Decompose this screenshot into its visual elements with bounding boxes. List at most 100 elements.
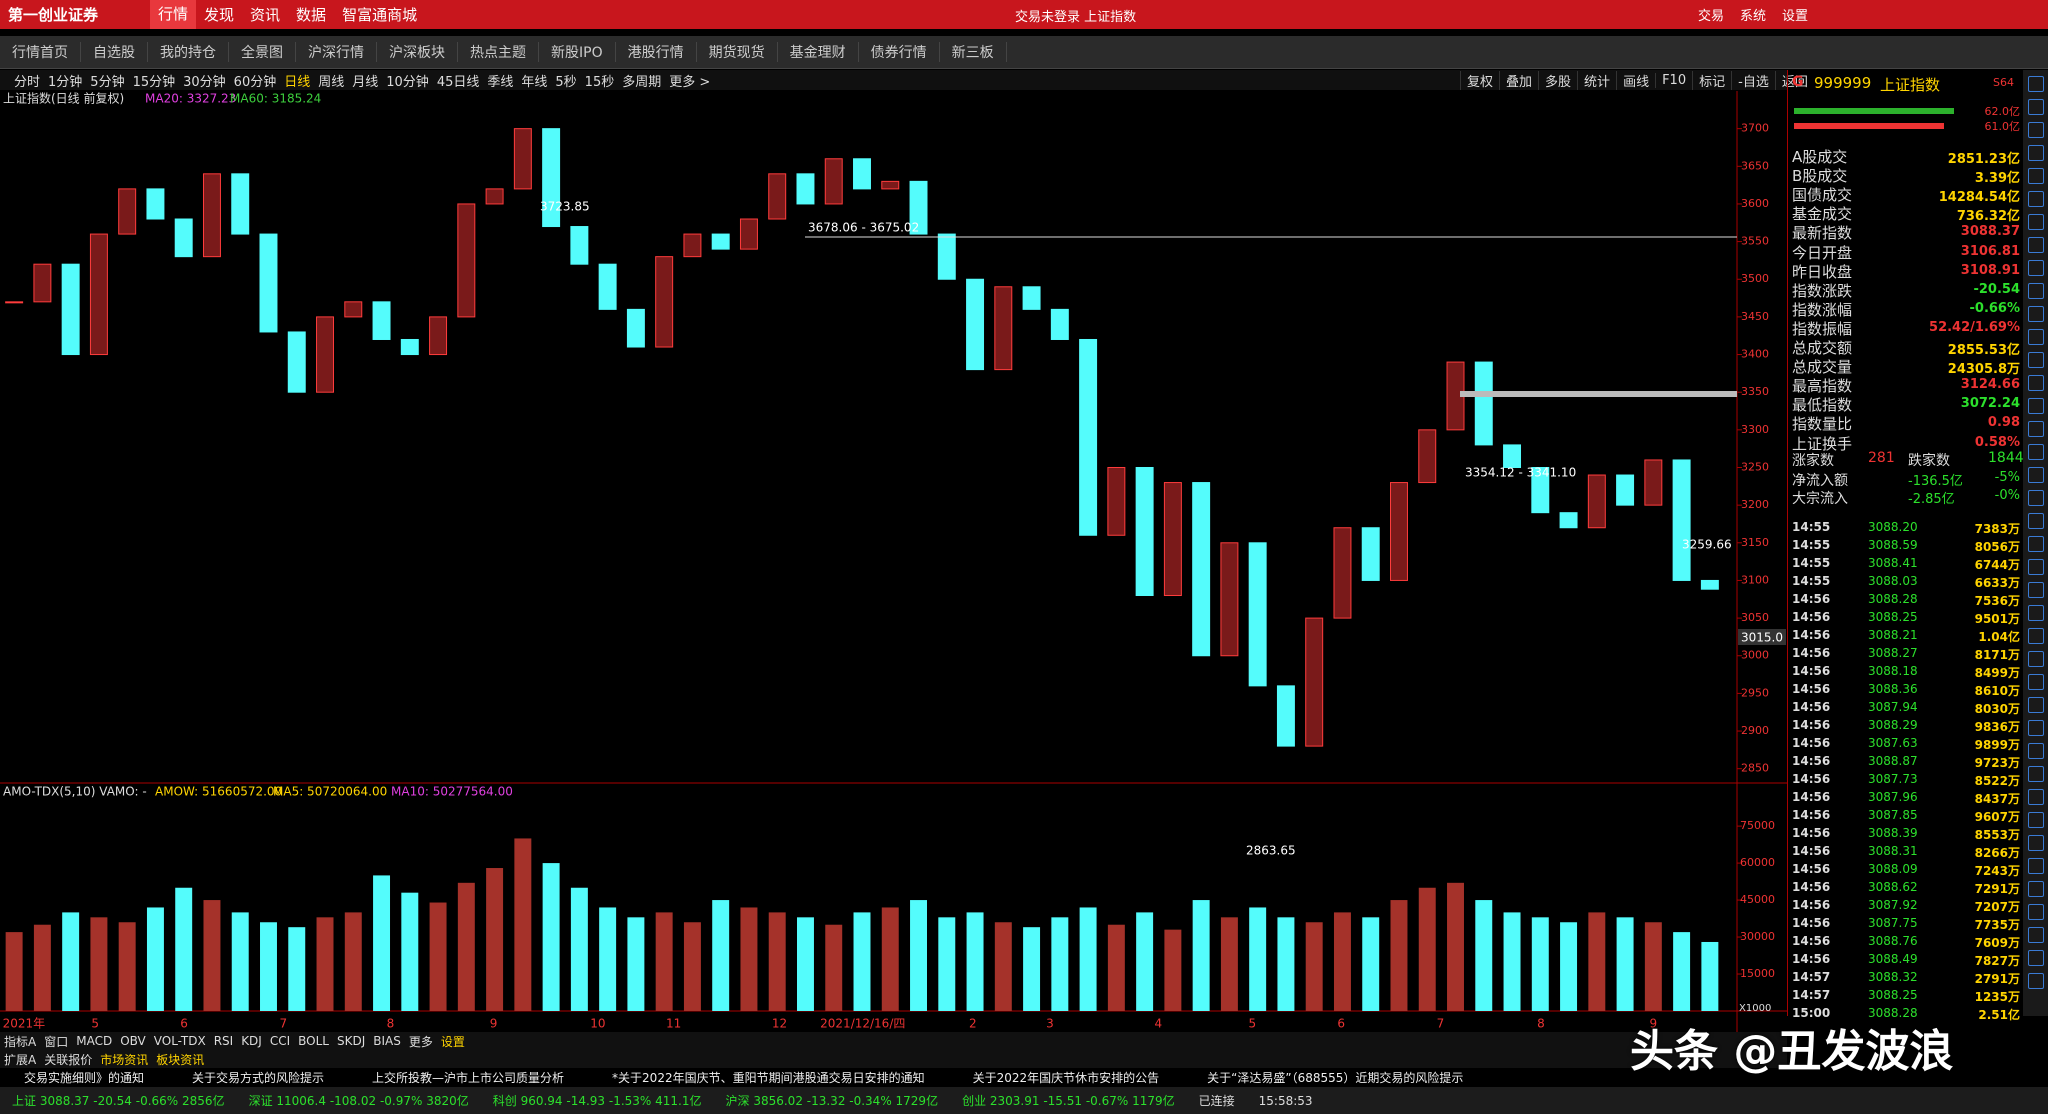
nav-tab[interactable]: 全景图 xyxy=(229,42,296,62)
nav-tab[interactable]: 债券行情 xyxy=(859,42,940,62)
info-tab[interactable]: 关联报价 xyxy=(44,1052,93,1067)
news-item[interactable]: 关于2022年国庆节休市安排的公告 xyxy=(972,1071,1160,1085)
side-icon[interactable] xyxy=(2028,122,2044,138)
period[interactable]: 15秒 xyxy=(584,74,615,90)
indicator-tab[interactable]: 窗口 xyxy=(44,1034,69,1049)
side-icon[interactable] xyxy=(2028,789,2044,805)
side-icon[interactable] xyxy=(2028,168,2044,184)
side-icon[interactable] xyxy=(2028,490,2044,506)
period[interactable]: 1分钟 xyxy=(48,74,83,90)
side-icon[interactable] xyxy=(2028,605,2044,621)
menu-item[interactable]: 数据 xyxy=(296,6,327,24)
tool[interactable]: -自选 xyxy=(1731,70,1775,90)
news-item[interactable]: 关于交易方式的风险提示 xyxy=(192,1071,325,1085)
nav-tab[interactable]: 沪深板块 xyxy=(377,42,458,62)
period[interactable]: 10分钟 xyxy=(386,74,429,90)
side-icon[interactable] xyxy=(2028,306,2044,322)
period[interactable]: 更多 > xyxy=(669,74,711,90)
tool[interactable]: 画线 xyxy=(1616,70,1655,90)
tool[interactable]: 标记 xyxy=(1692,70,1731,90)
period[interactable]: 日线 xyxy=(284,74,311,90)
status-item[interactable]: 15:58:53 xyxy=(1258,1093,1313,1108)
indicator-tab[interactable]: BOLL xyxy=(298,1034,329,1048)
side-icon[interactable] xyxy=(2028,444,2044,460)
tool[interactable]: 返回 xyxy=(1774,70,1814,90)
nav-tab[interactable]: 新股IPO xyxy=(539,42,616,62)
indicator-tab[interactable]: 指标A xyxy=(4,1034,37,1049)
indicator-tab[interactable]: BIAS xyxy=(373,1034,401,1048)
tool[interactable]: 多股 xyxy=(1538,70,1577,90)
indicator-tab[interactable]: KDJ xyxy=(241,1034,262,1048)
side-icon[interactable] xyxy=(2028,352,2044,368)
side-icon[interactable] xyxy=(2028,329,2044,345)
status-item[interactable]: 上证 3088.37 -20.54 -0.66% 2856亿 xyxy=(12,1094,225,1108)
nav-tab[interactable]: 热点主题 xyxy=(458,42,539,62)
indicator-tab[interactable]: 更多 xyxy=(408,1034,433,1049)
tool[interactable]: 叠加 xyxy=(1499,70,1538,90)
side-icon[interactable] xyxy=(2028,513,2044,529)
side-icon[interactable] xyxy=(2028,927,2044,943)
indicator-tab[interactable]: SKDJ xyxy=(336,1034,366,1048)
period[interactable]: 30分钟 xyxy=(183,74,226,90)
side-icon[interactable] xyxy=(2028,559,2044,575)
news-item[interactable]: 交易实施细则》的通知 xyxy=(24,1071,145,1085)
period[interactable]: 月线 xyxy=(352,74,379,90)
side-icon[interactable] xyxy=(2028,904,2044,920)
news-item[interactable]: 关于“泽达易盛”（688555）近期交易的风险提示 xyxy=(1207,1071,1464,1085)
side-icon[interactable] xyxy=(2028,237,2044,253)
top-button[interactable]: 设置 xyxy=(1782,9,1809,24)
side-icon[interactable] xyxy=(2028,191,2044,207)
info-tab[interactable]: 板块资讯 xyxy=(156,1052,205,1067)
news-item[interactable]: *关于2022年国庆节、重阳节期间港股通交易日安排的通知 xyxy=(612,1071,925,1085)
status-item[interactable]: 创业 2303.91 -15.51 -0.67% 1179亿 xyxy=(962,1094,1175,1108)
nav-tab[interactable]: 基金理财 xyxy=(778,42,859,62)
period[interactable]: 年线 xyxy=(521,74,548,90)
top-button[interactable]: 交易 xyxy=(1698,9,1725,24)
period[interactable]: 5分钟 xyxy=(90,74,125,90)
period[interactable]: 周线 xyxy=(318,74,345,90)
side-icon[interactable] xyxy=(2028,582,2044,598)
status-item[interactable]: 深证 11006.4 -108.02 -0.97% 3820亿 xyxy=(248,1094,469,1108)
nav-tab[interactable]: 行情首页 xyxy=(0,42,81,62)
news-item[interactable]: 上交所投教—沪市上市公司质量分析 xyxy=(372,1071,565,1085)
side-icon[interactable] xyxy=(2028,99,2044,115)
menu-item[interactable]: 资讯 xyxy=(250,6,281,24)
status-item[interactable]: 科创 960.94 -14.93 -1.53% 411.1亿 xyxy=(492,1094,702,1108)
side-icon[interactable] xyxy=(2028,720,2044,736)
side-icon[interactable] xyxy=(2028,950,2044,966)
side-icon[interactable] xyxy=(2028,214,2044,230)
indicator-tab[interactable]: VOL-TDX xyxy=(153,1034,206,1048)
period[interactable]: 季线 xyxy=(487,74,514,90)
status-item[interactable]: 已连接 xyxy=(1198,1094,1235,1108)
side-icon[interactable] xyxy=(2028,260,2044,276)
side-icon[interactable] xyxy=(2028,421,2044,437)
side-icon[interactable] xyxy=(2028,835,2044,851)
info-tab[interactable]: 市场资讯 xyxy=(100,1052,149,1067)
menu-item[interactable]: 发现 xyxy=(204,6,235,24)
side-icon[interactable] xyxy=(2028,145,2044,161)
menu-item[interactable]: 行情 xyxy=(150,0,197,29)
side-icon[interactable] xyxy=(2028,628,2044,644)
indicator-tab[interactable]: CCI xyxy=(269,1034,291,1048)
nav-tab[interactable]: 沪深行情 xyxy=(296,42,377,62)
side-icon[interactable] xyxy=(2028,973,2044,989)
period[interactable]: 多周期 xyxy=(622,74,662,90)
side-icon[interactable] xyxy=(2028,76,2044,92)
indicator-tab[interactable]: RSI xyxy=(213,1034,234,1048)
nav-tab[interactable]: 自选股 xyxy=(81,42,148,62)
nav-tab[interactable]: 港股行情 xyxy=(616,42,697,62)
side-icon[interactable] xyxy=(2028,743,2044,759)
status-item[interactable]: 沪深 3856.02 -13.32 -0.34% 1729亿 xyxy=(725,1094,939,1108)
side-icon[interactable] xyxy=(2028,858,2044,874)
side-icon[interactable] xyxy=(2028,651,2044,667)
menu-item[interactable]: 智富通商城 xyxy=(342,6,418,24)
side-icon[interactable] xyxy=(2028,812,2044,828)
indicator-tab[interactable]: 设置 xyxy=(440,1034,465,1049)
nav-tab[interactable]: 我的持仓 xyxy=(148,42,229,62)
side-icon[interactable] xyxy=(2028,398,2044,414)
side-icon[interactable] xyxy=(2028,536,2044,552)
top-button[interactable]: 系统 xyxy=(1740,9,1767,24)
info-tab[interactable]: 扩展A xyxy=(4,1052,37,1067)
side-icon[interactable] xyxy=(2028,766,2044,782)
nav-tab[interactable]: 期货现货 xyxy=(697,42,778,62)
